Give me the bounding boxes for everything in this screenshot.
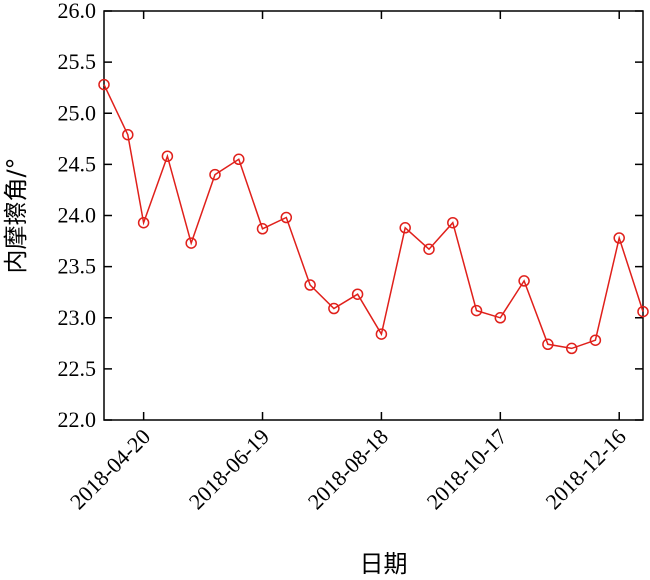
data-point [423, 243, 435, 255]
data-point [399, 222, 411, 234]
data-point [470, 304, 483, 317]
data-point [613, 232, 625, 244]
data-point [161, 150, 174, 162]
data-point [447, 216, 459, 229]
x-tick-label: 2018-12-16 [540, 424, 630, 514]
data-point [328, 302, 340, 315]
series-group [98, 78, 649, 355]
data-point [233, 153, 245, 166]
y-tick-label: 24.5 [58, 151, 97, 176]
x-tick-label: 2018-06-19 [184, 424, 274, 514]
data-point [518, 275, 530, 287]
data-point [351, 288, 364, 300]
x-axis-title: 日期 [360, 550, 408, 578]
x-tick-label: 2018-10-17 [422, 424, 512, 514]
data-point [209, 168, 221, 181]
data-point [494, 312, 507, 324]
y-tick-label: 22.0 [58, 407, 97, 432]
data-point [589, 334, 602, 346]
series-line [103, 84, 644, 350]
x-tick-label: 2018-04-20 [65, 424, 155, 514]
data-point [137, 216, 150, 229]
data-point [375, 328, 388, 340]
y-tick-label: 23.0 [58, 305, 97, 330]
data-point [304, 279, 316, 291]
y-axis: 22.0 22.5 23.0 23.5 24.0 24.5 25.0 25.5 26.0 [58, 0, 643, 432]
data-point [637, 305, 649, 318]
data-point [565, 342, 578, 355]
data-point [98, 78, 110, 91]
x-tick-label: 2018-08-18 [303, 424, 393, 514]
y-tick-label: 25.5 [58, 49, 97, 74]
y-tick-label: 26.0 [58, 0, 97, 23]
plot-frame [103, 10, 644, 421]
y-tick-label: 25.0 [58, 100, 97, 125]
plot-border [103, 10, 644, 421]
data-point [280, 211, 293, 224]
y-axis-title: 内摩擦角/° [2, 157, 30, 273]
y-tick-label: 22.5 [58, 356, 97, 381]
y-tick-label: 24.0 [58, 203, 97, 228]
data-point [122, 128, 134, 141]
x-axis: 2018-04-20 2018-06-19 2018-08-18 2018-10-17… [65, 11, 631, 514]
data-point [256, 223, 269, 235]
y-tick-label: 23.5 [58, 254, 97, 279]
data-point [185, 237, 197, 249]
data-point [542, 338, 554, 351]
